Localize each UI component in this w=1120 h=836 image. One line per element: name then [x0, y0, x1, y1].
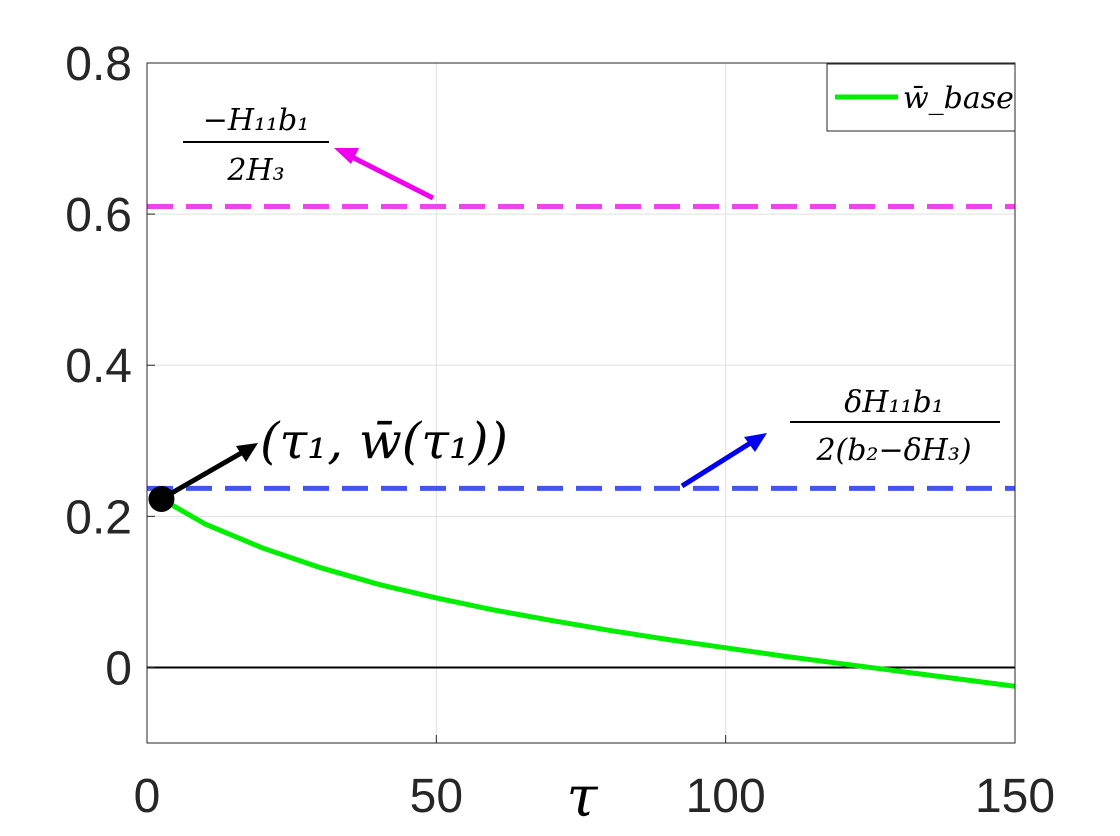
x-tick-label-0: 0	[134, 770, 161, 823]
annotation-magenta-arrow	[348, 153, 435, 201]
plot-area	[147, 63, 1015, 743]
x-tick-label-3: 150	[975, 770, 1055, 823]
annotation-point-label: (τ₁, w̄(τ₁))	[260, 412, 508, 470]
annotation-magenta: −H₁₁b₁ 2H₃	[183, 103, 435, 201]
y-axis-ticks: 0 0.2 0.4 0.6 0.8	[65, 38, 155, 695]
x-tick-label-1: 50	[410, 770, 463, 823]
y-tick-label-0: 0	[105, 642, 132, 695]
legend-label: w̄_base	[903, 81, 1014, 116]
annotation-magenta-numerator: −H₁₁b₁	[203, 103, 310, 138]
series-line-0	[160, 496, 1015, 689]
y-tick-label-3: 0.6	[65, 189, 132, 242]
annotation-blue: δH₁₁b₁ 2(b₂−δH₃)	[680, 385, 1000, 489]
x-axis-ticks: 0 50 100 150	[134, 735, 1055, 823]
plot-frame	[146, 62, 1016, 744]
annotation-magenta-denominator: 2H₃	[226, 153, 284, 188]
annotation-point: (τ₁, w̄(τ₁))	[168, 412, 508, 497]
annotation-point-arrowhead	[236, 443, 258, 462]
series-group	[160, 496, 1015, 689]
annotation-blue-numerator: δH₁₁b₁	[844, 385, 944, 420]
annotation-magenta-arrowhead	[334, 148, 359, 164]
marker-point	[148, 485, 175, 512]
annotation-point-arrow	[168, 449, 245, 497]
y-tick-label-1: 0.2	[65, 491, 132, 544]
x-tick-label-2: 100	[686, 770, 766, 823]
y-tick-label-2: 0.4	[65, 340, 132, 393]
annotation-blue-arrowhead	[744, 433, 767, 452]
annotation-blue-arrow	[680, 439, 754, 489]
x-axis-label: τ	[567, 765, 599, 830]
annotation-blue-denominator: 2(b₂−δH₃)	[815, 433, 971, 468]
legend: w̄_base	[826, 63, 1016, 132]
marker-group	[148, 485, 175, 512]
y-tick-label-4: 0.8	[65, 38, 132, 91]
